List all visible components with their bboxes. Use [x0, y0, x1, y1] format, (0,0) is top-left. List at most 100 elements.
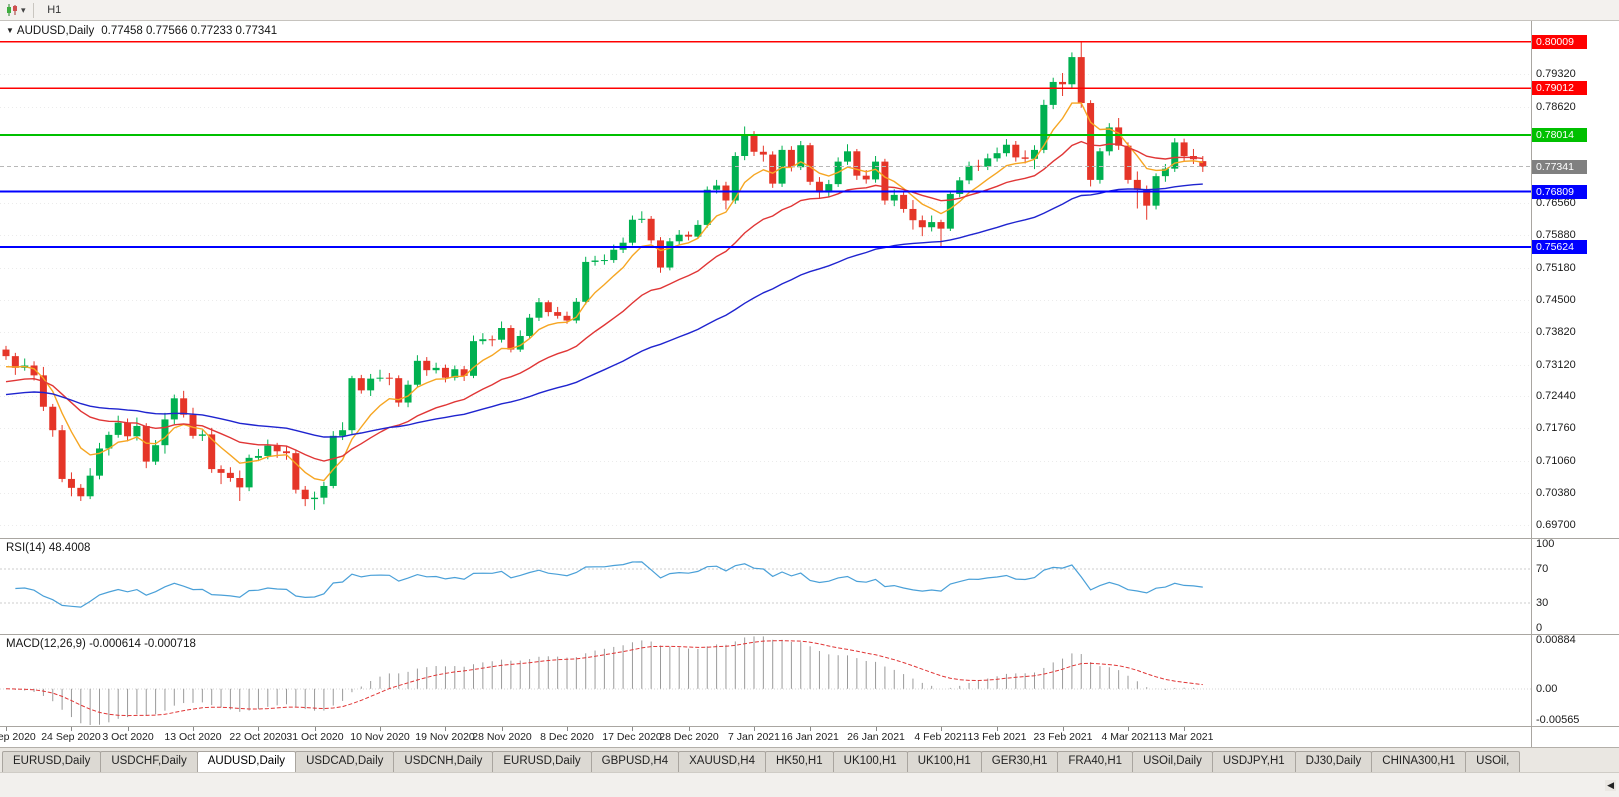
date-tick-label: 15 Sep 2020 [0, 731, 36, 743]
price-tick-label: 0.75180 [1536, 262, 1576, 274]
date-tick-label: 19 Nov 2020 [415, 731, 475, 743]
date-tick-mark [128, 727, 129, 731]
panel-separator[interactable] [0, 634, 1619, 635]
moving-averages-layer [5, 102, 1203, 482]
date-tick-label: 22 Oct 2020 [229, 731, 287, 743]
chart-type-dropdown[interactable]: ▾ [3, 3, 28, 17]
date-tick-mark [997, 727, 998, 731]
date-tick-label: 10 Nov 2020 [350, 731, 410, 743]
date-tick-mark [754, 727, 755, 731]
panel-separator[interactable] [0, 726, 1619, 727]
rsi-line [15, 561, 1203, 608]
chart-title: ▼ AUDUSD,Daily 0.77458 0.77566 0.77233 0.7… [6, 25, 277, 37]
status-bar [0, 772, 1619, 797]
date-tick-mark [689, 727, 690, 731]
tab-uk100-h1[interactable]: UK100,H1 [832, 751, 908, 772]
price-tick-label: 0.69700 [1536, 519, 1576, 531]
date-tick-mark [810, 727, 811, 731]
price-tick-label: 0.71060 [1536, 455, 1576, 467]
tab-usoil-daily[interactable]: USOil,Daily [1132, 751, 1213, 772]
horizontal-lines-layer[interactable] [0, 40, 1531, 249]
rsi-tick-label: 30 [1536, 597, 1549, 609]
price-tick-label: 0.78620 [1536, 101, 1576, 113]
ma-mid-line [5, 140, 1203, 462]
price-tick-label: 0.70380 [1536, 487, 1576, 499]
chart-window: ▼ AUDUSD,Daily 0.77458 0.77566 0.77233 0.7… [0, 21, 1619, 747]
tab-eurusd-daily[interactable]: EURUSD,Daily [2, 751, 102, 772]
price-chart-canvas[interactable] [0, 21, 1531, 538]
collapse-indicators-icon[interactable]: ▼ [6, 26, 14, 35]
tab-gbpusd-h4[interactable]: GBPUSD,H4 [590, 751, 680, 772]
price-gridlines [0, 74, 1531, 526]
tab-uk100-h1[interactable]: UK100,H1 [906, 751, 982, 772]
date-tick-label: 7 Jan 2021 [728, 731, 780, 743]
hline-price-badge[interactable]: 0.79012 [1532, 81, 1587, 95]
tab-audusd-daily[interactable]: AUDUSD,Daily [196, 751, 297, 772]
price-tick-label: 0.71760 [1536, 422, 1576, 434]
date-tick-label: 28 Nov 2020 [472, 731, 532, 743]
date-tick-label: 13 Oct 2020 [164, 731, 222, 743]
rsi-tick-label: 100 [1536, 538, 1555, 550]
tab-dj30-daily[interactable]: DJ30,Daily [1294, 751, 1373, 772]
hline-price-badge[interactable]: 0.76809 [1532, 185, 1587, 199]
rsi-indicator-label: RSI(14) 48.4008 [6, 542, 91, 554]
date-tick-label: 26 Jan 2021 [847, 731, 905, 743]
tab-usoil[interactable]: USOil, [1465, 751, 1521, 772]
tabs-scroll-left-button[interactable]: ◀ [1605, 780, 1616, 791]
tab-xauusd-h4[interactable]: XAUUSD,H4 [678, 751, 766, 772]
date-tick-label: 8 Dec 2020 [540, 731, 594, 743]
tab-usdchf-daily[interactable]: USDCHF,Daily [100, 751, 198, 772]
date-tick-label: 16 Jan 2021 [781, 731, 839, 743]
date-tick-label: 13 Mar 2021 [1154, 731, 1214, 743]
date-tick-mark [380, 727, 381, 731]
date-tick-mark [876, 727, 877, 731]
price-tick-label: 0.72440 [1536, 390, 1576, 402]
date-tick-label: 24 Sep 2020 [41, 731, 101, 743]
date-tick-mark [632, 727, 633, 731]
ma-slow-line [5, 183, 1203, 438]
date-tick-label: 4 Feb 2021 [914, 731, 968, 743]
macd-tick-label: -0.00565 [1536, 714, 1580, 726]
hline-price-badge[interactable]: 0.78014 [1532, 128, 1587, 142]
tab-china300-h1[interactable]: CHINA300,H1 [1371, 751, 1467, 772]
panel-separator[interactable] [0, 538, 1619, 539]
tab-hk50-h1[interactable]: HK50,H1 [764, 751, 834, 772]
date-tick-label: 28 Dec 2020 [659, 731, 719, 743]
rsi-panel-canvas[interactable] [0, 539, 1531, 633]
tab-usdcnh-daily[interactable]: USDCNH,Daily [393, 751, 494, 772]
date-tick-mark [315, 727, 316, 731]
dropdown-caret-icon: ▾ [21, 5, 26, 15]
macd-signal-line [5, 640, 1203, 717]
hline-price-badge[interactable]: 0.80009 [1532, 35, 1587, 49]
macd-indicator-label: MACD(12,26,9) -0.000614 -0.000718 [6, 638, 196, 650]
date-tick-mark [941, 727, 942, 731]
chart-symbol-period: AUDUSD,Daily [16, 25, 95, 37]
candles-layer [2, 41, 1207, 510]
date-tick-label: 3 Oct 2020 [102, 731, 154, 743]
date-tick-mark [258, 727, 259, 731]
toolbar-separator [32, 2, 34, 18]
date-tick-mark [1128, 727, 1129, 731]
price-tick-label: 0.76560 [1536, 197, 1576, 209]
current-price-badge: 0.77341 [1532, 160, 1587, 174]
tab-eurusd-daily[interactable]: EURUSD,Daily [492, 751, 592, 772]
date-tick-mark [1184, 727, 1185, 731]
date-tick-label: 17 Dec 2020 [602, 731, 662, 743]
date-tick-mark [71, 727, 72, 731]
tab-usdjpy-h1[interactable]: USDJPY,H1 [1211, 751, 1296, 772]
price-tick-label: 0.75880 [1536, 229, 1576, 241]
date-tick-mark [502, 727, 503, 731]
date-tick-mark [1063, 727, 1064, 731]
date-tick-label: 4 Mar 2021 [1101, 731, 1155, 743]
macd-panel-canvas[interactable] [0, 635, 1531, 725]
tab-ger30-h1[interactable]: GER30,H1 [980, 751, 1059, 772]
date-tick-mark [567, 727, 568, 731]
macd-histogram [14, 636, 1204, 725]
date-tick-mark [445, 727, 446, 731]
timeframe-h1-button[interactable]: H1 [47, 4, 62, 16]
tab-usdcad-daily[interactable]: USDCAD,Daily [295, 751, 395, 772]
tab-fra40-h1[interactable]: FRA40,H1 [1057, 751, 1134, 772]
hline-price-badge[interactable]: 0.75624 [1532, 240, 1587, 254]
price-tick-label: 0.74500 [1536, 294, 1576, 306]
